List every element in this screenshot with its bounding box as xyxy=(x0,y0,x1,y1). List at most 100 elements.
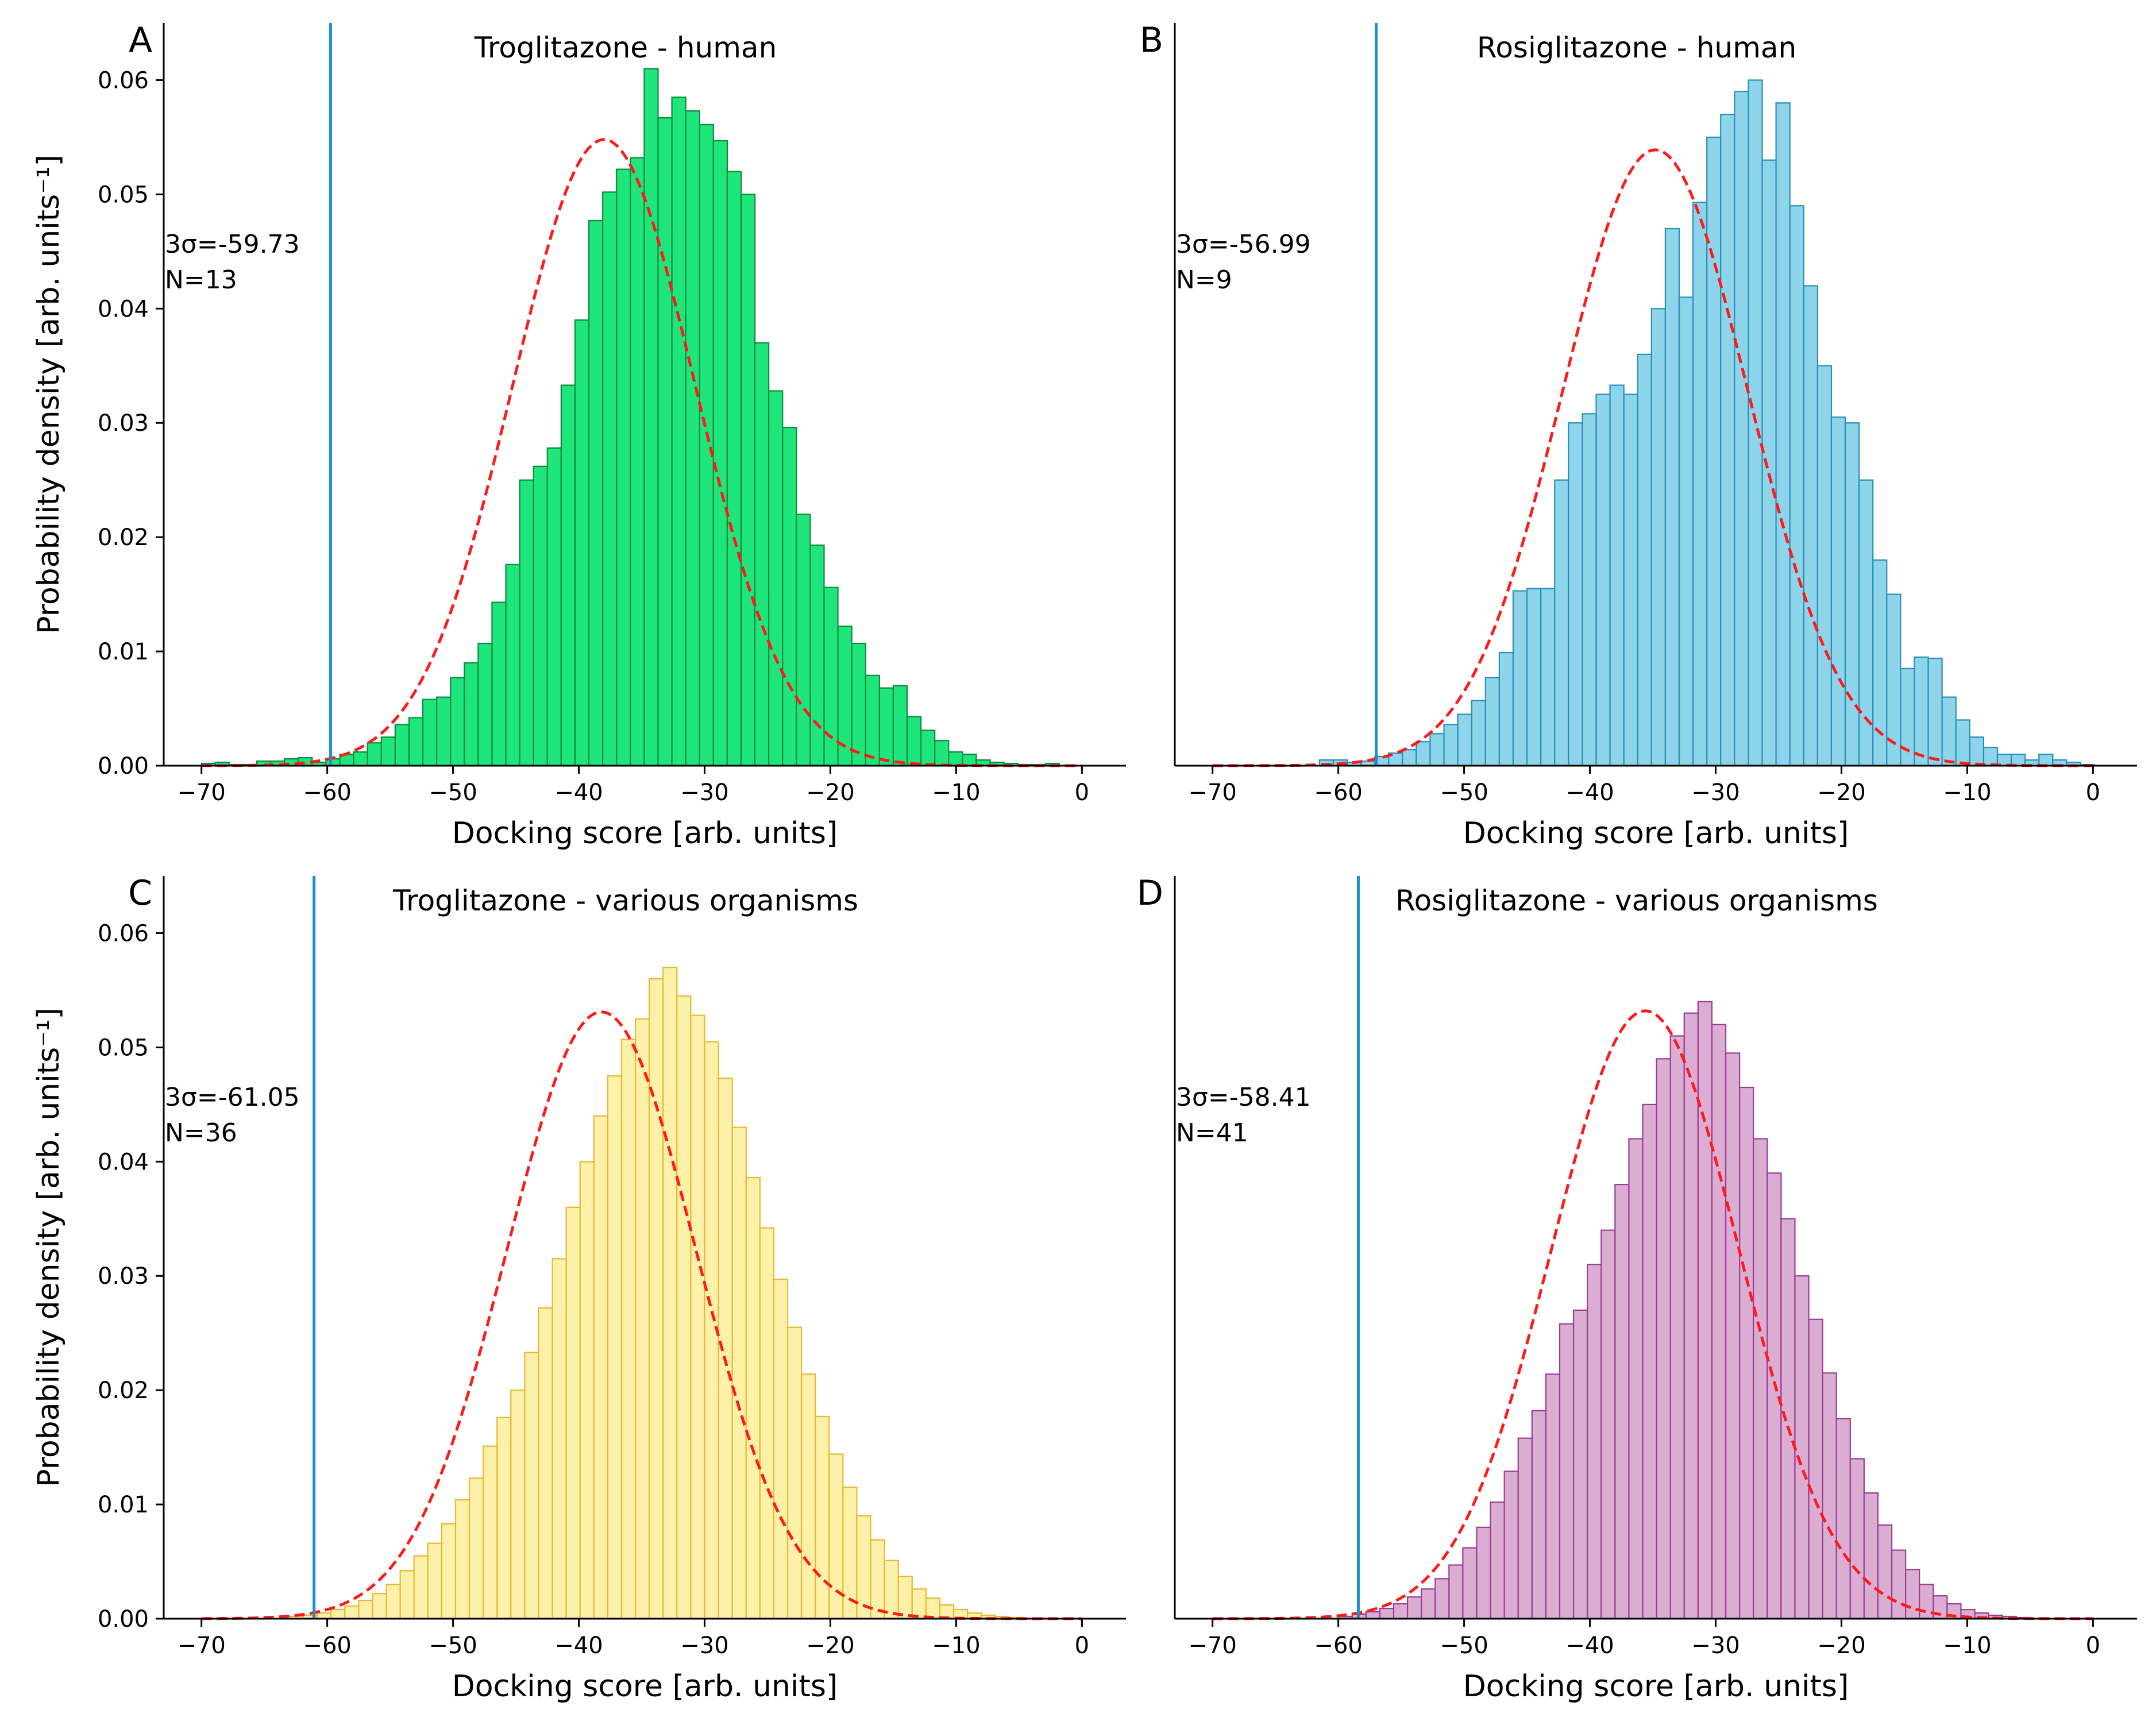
sigma-annotation: 3σ=-58.41 xyxy=(1176,1083,1311,1112)
histogram-bar xyxy=(510,1390,526,1620)
histogram-bar xyxy=(731,1126,747,1620)
y-tick-label: 0.02 xyxy=(98,1377,149,1404)
panel-title: Rosiglitazone - human xyxy=(1477,31,1796,64)
histogram-bar xyxy=(685,110,700,767)
histogram-bar xyxy=(809,544,825,767)
histogram-bar xyxy=(1683,1012,1699,1620)
histogram-bar xyxy=(1365,1611,1380,1620)
histogram-bar xyxy=(759,1227,775,1620)
histogram-bars xyxy=(1337,1001,2031,1620)
histogram-bar xyxy=(690,1014,705,1620)
histogram-bar xyxy=(1526,588,1542,767)
histogram-bar xyxy=(1678,296,1694,767)
panel-title: Troglitazone - various organisms xyxy=(392,884,858,917)
histogram-bar xyxy=(1877,1524,1893,1620)
histogram-bar xyxy=(616,168,631,767)
histogram-bar xyxy=(948,751,963,767)
histogram-bar xyxy=(726,171,742,767)
x-tick-label: −10 xyxy=(1943,1632,1991,1659)
y-tick-label: 0.00 xyxy=(98,1606,149,1632)
histogram-bar xyxy=(394,724,410,767)
y-tick-label: 0.01 xyxy=(98,1492,149,1518)
x-tick-label: −50 xyxy=(429,1632,477,1659)
x-tick-label: 0 xyxy=(1075,779,1089,806)
histogram-bar xyxy=(1905,1569,1920,1620)
histogram-bar xyxy=(560,384,576,767)
histogram-bar xyxy=(551,1258,567,1620)
histogram-bar xyxy=(344,1605,360,1620)
histogram-bar xyxy=(1609,384,1625,767)
x-tick-label: 0 xyxy=(2086,1632,2100,1659)
histogram-bar xyxy=(1512,590,1528,767)
histogram-bar xyxy=(1692,202,1708,767)
histogram-bar xyxy=(1863,1492,1879,1620)
histogram-bar xyxy=(1808,1318,1823,1620)
x-axis-title: Docking score [arb. units] xyxy=(452,816,838,851)
histogram-bar xyxy=(671,97,686,767)
histogram-bar xyxy=(815,1415,830,1620)
count-annotation: N=41 xyxy=(1176,1118,1248,1148)
histogram-bar xyxy=(1775,102,1791,767)
histogram-bar xyxy=(842,1487,858,1620)
histogram-bar xyxy=(1637,353,1652,767)
histogram-bar xyxy=(1664,227,1680,767)
histogram-bar xyxy=(1753,1138,1768,1620)
panel-letter: B xyxy=(1140,20,1163,60)
y-tick-label: 0.04 xyxy=(98,296,149,322)
histogram-bar xyxy=(483,1445,498,1620)
x-tick-label: −50 xyxy=(1440,1632,1488,1659)
histogram-bar xyxy=(1559,1323,1575,1620)
histogram-bar xyxy=(607,1075,623,1620)
y-tick-label: 0.04 xyxy=(98,1149,149,1175)
x-tick-label: −20 xyxy=(1817,779,1865,806)
histogram-bar xyxy=(1983,747,1999,767)
histogram-bar xyxy=(1490,1502,1505,1620)
histogram-bar xyxy=(1572,1309,1588,1620)
histogram-bar xyxy=(870,1539,885,1620)
histogram-bar xyxy=(773,1279,789,1620)
x-tick-label: −60 xyxy=(1314,1632,1362,1659)
y-tick-label: 0.01 xyxy=(98,639,149,665)
x-tick-label: 0 xyxy=(2086,779,2100,806)
histogram-bar xyxy=(786,1326,803,1620)
x-axis-title: Docking score [arb. units] xyxy=(1463,816,1849,851)
histogram-bar xyxy=(634,1018,650,1620)
histogram-bar xyxy=(1711,1024,1727,1620)
histogram-bar xyxy=(1623,393,1638,767)
histogram-bar xyxy=(1761,159,1777,767)
x-tick-label: −10 xyxy=(932,1632,980,1659)
histogram-bar xyxy=(1642,1103,1657,1620)
histogram-bar xyxy=(649,978,664,1620)
histogram-bar xyxy=(491,601,507,767)
histogram-bar xyxy=(1434,1578,1450,1620)
histogram-bar xyxy=(436,696,452,767)
x-tick-label: −50 xyxy=(1440,779,1488,806)
histogram-bar xyxy=(1600,1229,1616,1620)
histogram-bar xyxy=(1568,422,1583,767)
panel-letter: D xyxy=(1137,873,1163,913)
histogram-bar xyxy=(699,123,714,767)
histogram-bar xyxy=(593,1115,608,1620)
histogram-bar xyxy=(906,716,922,767)
x-tick-label: −20 xyxy=(806,1632,854,1659)
histogram-bar xyxy=(1872,559,1888,767)
histogram-bar xyxy=(1927,657,1943,767)
x-tick-label: −60 xyxy=(303,779,351,806)
gaussian-fit-curve xyxy=(201,138,1082,767)
histogram-bar xyxy=(925,1597,941,1620)
histogram-bar xyxy=(1416,741,1431,767)
histogram-bar xyxy=(712,140,728,767)
gaussian-fit-curve xyxy=(1212,148,2093,767)
histogram-bar xyxy=(524,1352,539,1620)
x-tick-label: −70 xyxy=(1188,779,1236,806)
histogram-bar xyxy=(1669,1035,1685,1620)
y-axis-title: Probability density [arb. units⁻¹] xyxy=(32,155,66,634)
histogram-bar xyxy=(630,157,645,767)
sigma-annotation: 3σ=-59.73 xyxy=(165,230,300,259)
x-tick-label: −60 xyxy=(1314,779,1362,806)
histogram-bar xyxy=(1941,696,1957,767)
y-tick-label: 0.05 xyxy=(98,182,149,208)
histogram-bar xyxy=(897,1576,913,1620)
histogram-bar xyxy=(1448,1564,1464,1620)
